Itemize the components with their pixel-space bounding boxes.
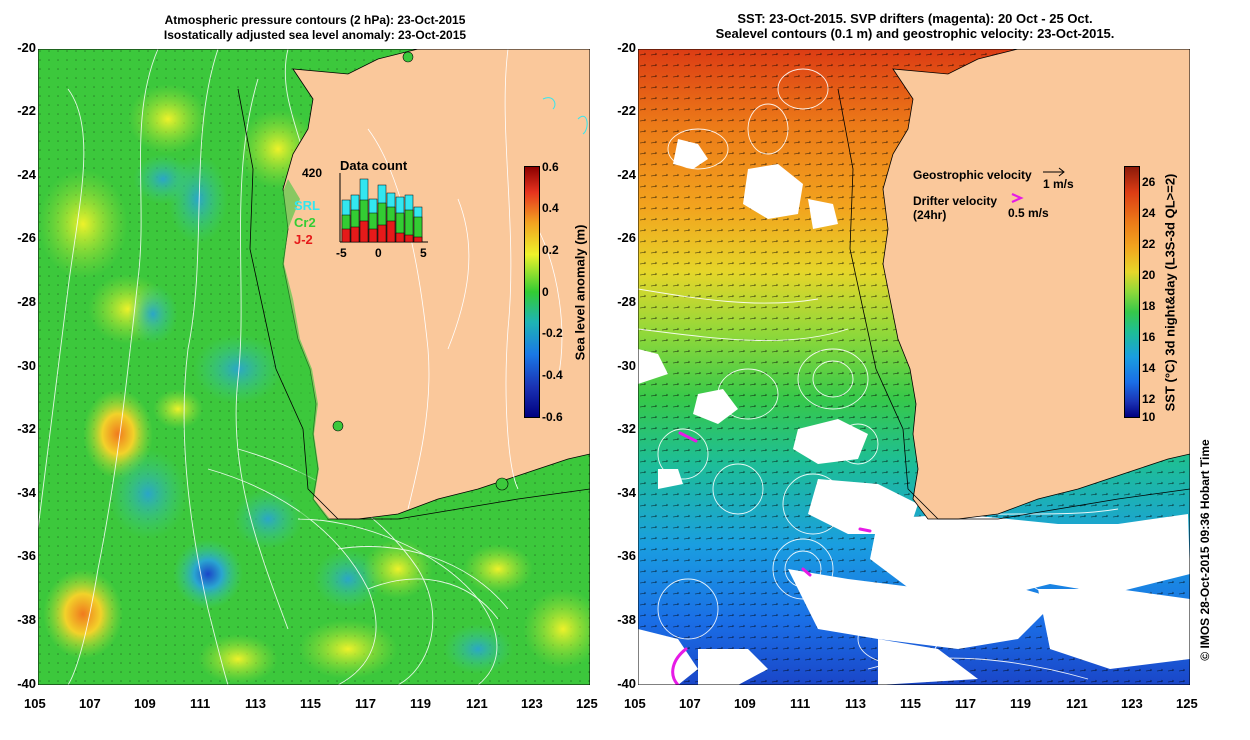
lat-label: -20: [617, 40, 636, 55]
inset-max-label: 420: [302, 166, 322, 180]
right-colorbar-label: SST (°C) 3d night&day (L3S-3d QL>=2): [1162, 173, 1178, 412]
right-title-line2: Sealevel contours (0.1 m) and geostrophi…: [715, 26, 1115, 41]
lon-label: 121: [1066, 696, 1088, 711]
legend-drifter-scale: 0.5 m/s: [1008, 206, 1049, 220]
lat-label: -36: [17, 548, 36, 563]
inset-legend-cr2: Cr2: [294, 215, 316, 230]
lon-label: 115: [900, 696, 921, 711]
lon-label: 123: [1121, 696, 1143, 711]
lat-label: -26: [617, 230, 636, 245]
right-title: SST: 23-Oct-2015. SVP drifters (magenta)…: [640, 11, 1190, 41]
drifter-arrow-icon: [1011, 192, 1024, 204]
legend-geostrophic: Geostrophic velocity: [913, 168, 1032, 182]
right-cb-tick: 26: [1142, 175, 1156, 189]
right-colorbar-ticks: 26 24 22 20 18 16 14 12 10: [1142, 168, 1172, 428]
lat-label: -32: [617, 421, 636, 436]
lon-label: 119: [410, 696, 431, 711]
left-cb-tick: -0.6: [542, 410, 563, 424]
lat-label: -24: [17, 167, 36, 182]
right-map: [638, 49, 1190, 685]
lon-label: 113: [245, 696, 266, 711]
right-cb-tick: 16: [1142, 330, 1156, 344]
left-title: Atmospheric pressure contours (2 hPa): 2…: [40, 13, 590, 43]
right-title-line1: SST: 23-Oct-2015. SVP drifters (magenta)…: [737, 11, 1093, 26]
right-cb-tick: 18: [1142, 299, 1156, 313]
lat-label: -34: [617, 485, 636, 500]
lat-label: -40: [617, 676, 636, 691]
left-lon-axis: 105 107 109 111 113 115 117 119 121 123 …: [24, 696, 604, 716]
lon-label: 121: [466, 696, 488, 711]
legend-drifter-line1: Drifter velocity: [913, 194, 998, 208]
left-lat-axis: -20 -22 -24 -26 -28 -30 -32 -34 -36 -38 …: [0, 40, 36, 700]
lat-label: -40: [17, 676, 36, 691]
lat-label: -20: [17, 40, 36, 55]
lat-label: -28: [17, 294, 36, 309]
left-title-line1: Atmospheric pressure contours (2 hPa): 2…: [164, 13, 466, 27]
lon-label: 125: [1176, 696, 1198, 711]
lat-label: -38: [617, 612, 636, 627]
lon-label: 105: [624, 696, 646, 711]
inset-legend-j2: J-2: [294, 232, 313, 247]
lon-label: 111: [790, 696, 811, 711]
left-colorbar-label: Sea level anomaly (m): [572, 224, 588, 361]
lon-label: 115: [300, 696, 321, 711]
right-cb-tick: 14: [1142, 361, 1156, 375]
right-cb-tick: 24: [1142, 206, 1156, 220]
left-cb-tick: 0.6: [542, 160, 559, 174]
lon-label: 109: [734, 696, 756, 711]
left-cb-tick: 0: [542, 285, 549, 299]
right-cb-tick: 10: [1142, 410, 1156, 424]
right-cb-tick: 12: [1142, 392, 1156, 406]
lat-label: -26: [17, 230, 36, 245]
right-cb-tick: 22: [1142, 237, 1156, 251]
right-cb-tick: 20: [1142, 268, 1156, 282]
left-cb-tick: -0.4: [542, 368, 563, 382]
lat-label: -24: [617, 167, 636, 182]
lat-label: -30: [17, 358, 36, 373]
lon-label: 119: [1010, 696, 1031, 711]
right-lon-axis: 105 107 109 111 113 115 117 119 121 123 …: [624, 696, 1224, 716]
lat-label: -36: [617, 548, 636, 563]
left-map: [38, 49, 590, 685]
left-cb-tick: 0.2: [542, 243, 559, 257]
lon-label: 111: [190, 696, 211, 711]
lon-label: 105: [24, 696, 46, 711]
credit-text: © IMOS 28-Oct-2015 09:36 Hobart Time: [1198, 439, 1212, 661]
lat-label: -32: [17, 421, 36, 436]
lon-label: 117: [355, 696, 376, 711]
lon-label: 107: [679, 696, 701, 711]
left-title-line2: Isostatically adjusted sea level anomaly…: [163, 28, 467, 42]
inset-xtick-5: 5: [420, 246, 427, 260]
inset-bars: [341, 178, 423, 243]
left-colorbar-ticks: 0.6 0.4 0.2 0 -0.2 -0.4 -0.6: [542, 160, 582, 425]
inset-title: Data count: [340, 158, 408, 173]
lat-label: -34: [17, 485, 36, 500]
lat-label: -22: [17, 103, 36, 118]
lon-label: 109: [134, 696, 156, 711]
left-colorbar: [524, 166, 540, 418]
right-lat-axis: -20 -22 -24 -26 -28 -30 -32 -34 -36 -38 …: [598, 40, 636, 700]
data-count-inset: Data count 420 SRL Cr2 J-2 -5 0 5: [294, 158, 428, 260]
lat-label: -30: [617, 358, 636, 373]
left-cb-tick: -0.2: [542, 326, 563, 340]
lon-label: 123: [521, 696, 543, 711]
lon-label: 113: [845, 696, 866, 711]
legend-geostrophic-scale: 1 m/s: [1043, 177, 1074, 191]
lon-label: 107: [79, 696, 101, 711]
lon-label: 117: [955, 696, 976, 711]
lat-label: -38: [17, 612, 36, 627]
lat-label: -22: [617, 103, 636, 118]
inset-xtick-0: 0: [375, 246, 382, 260]
inset-legend-srl: SRL: [294, 198, 320, 213]
geostrophic-arrow-icon: [1043, 167, 1065, 177]
left-cb-tick: 0.4: [542, 201, 559, 215]
inset-xtick-neg5: -5: [336, 246, 347, 260]
lat-label: -28: [617, 294, 636, 309]
lon-label: 125: [576, 696, 598, 711]
right-colorbar: [1124, 166, 1140, 418]
legend-drifter-line2: (24hr): [913, 208, 947, 222]
